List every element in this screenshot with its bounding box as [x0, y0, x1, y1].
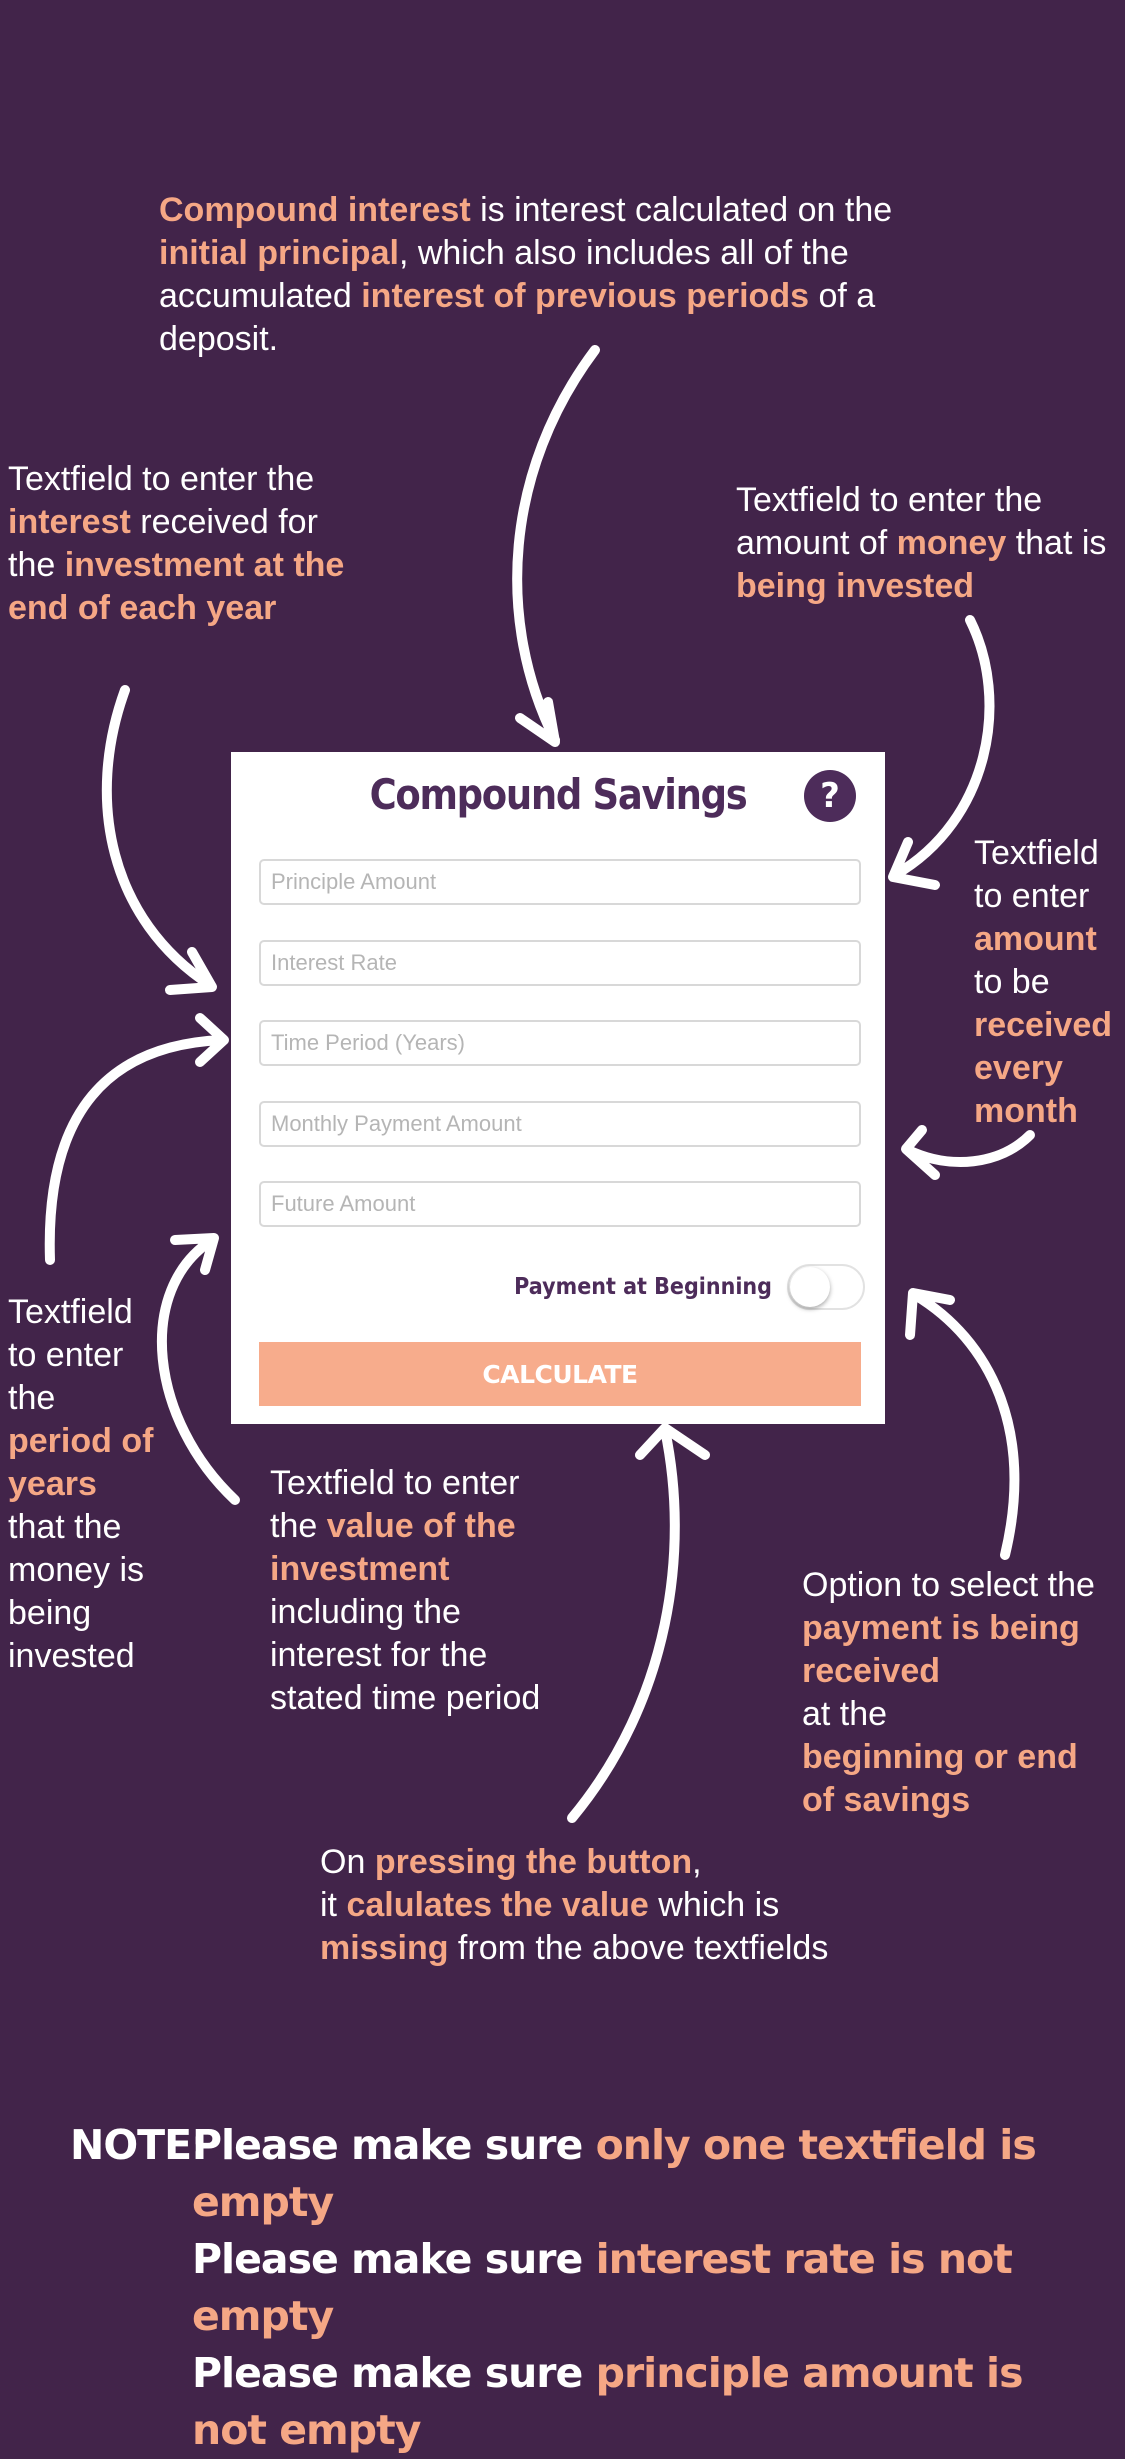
intro-text: Compound interest is interest calculated…	[159, 191, 893, 358]
help-button[interactable]: ?	[804, 770, 856, 822]
payment-at-beginning-toggle[interactable]	[787, 1264, 865, 1310]
principal-amount-input[interactable]	[259, 859, 861, 905]
monthly-payment-input[interactable]	[259, 1101, 861, 1147]
annotation-monthly-payment: Textfield to enter amount to be received…	[974, 834, 1112, 1130]
annotation-payment-toggle: Option to select the payment is being re…	[802, 1566, 1095, 1819]
annotation-calculate-button: On pressing the button, it calulates the…	[320, 1843, 829, 1967]
app-title: Compound Savings	[369, 770, 748, 819]
arrow-future-field	[157, 1233, 240, 1505]
toggle-knob	[790, 1267, 830, 1307]
payment-at-beginning-label: Payment at Beginning	[514, 1274, 772, 1300]
annotation-interest-rate: Textfield to enter the interest received…	[8, 460, 345, 627]
note-line-2: Please make sure interest rate is not em…	[192, 2235, 1013, 2340]
note-line-1: Please make sure only one textfield is e…	[192, 2121, 1037, 2226]
arrow-toggle	[905, 1288, 1020, 1560]
arrow-interest-field	[101, 685, 217, 995]
intro-highlight-initial-principal: initial principal	[159, 234, 399, 272]
note-line-3: Please make sure principle amount is not…	[192, 2349, 1024, 2454]
future-amount-input[interactable]	[259, 1181, 861, 1227]
arrow-time-field	[44, 1013, 229, 1265]
arrow-intro-to-title	[512, 345, 600, 747]
annotation-principal: Textfield to enter the amount of money t…	[736, 481, 1107, 605]
calculate-button[interactable]: CALCULATE	[259, 1342, 861, 1406]
interest-rate-input[interactable]	[259, 940, 861, 986]
intro-highlight-compound-interest: Compound interest	[159, 191, 471, 229]
question-circle-icon: ?	[820, 776, 840, 816]
arrow-calculate-button	[567, 1423, 710, 1823]
intro-highlight-previous-periods: interest of previous periods	[361, 277, 809, 315]
note-label: NOTE:	[70, 2121, 208, 2169]
annotation-future-amount: Textfield to enter the value of the inve…	[270, 1464, 541, 1717]
arrow-principal-field	[888, 615, 995, 890]
arrow-monthly-field	[901, 1125, 1035, 1180]
annotation-time-period: Textfield to enter the period of years t…	[8, 1293, 154, 1675]
time-period-input[interactable]	[259, 1020, 861, 1066]
compound-savings-card: Compound Savings ? Payment at Beginning …	[231, 752, 885, 1424]
